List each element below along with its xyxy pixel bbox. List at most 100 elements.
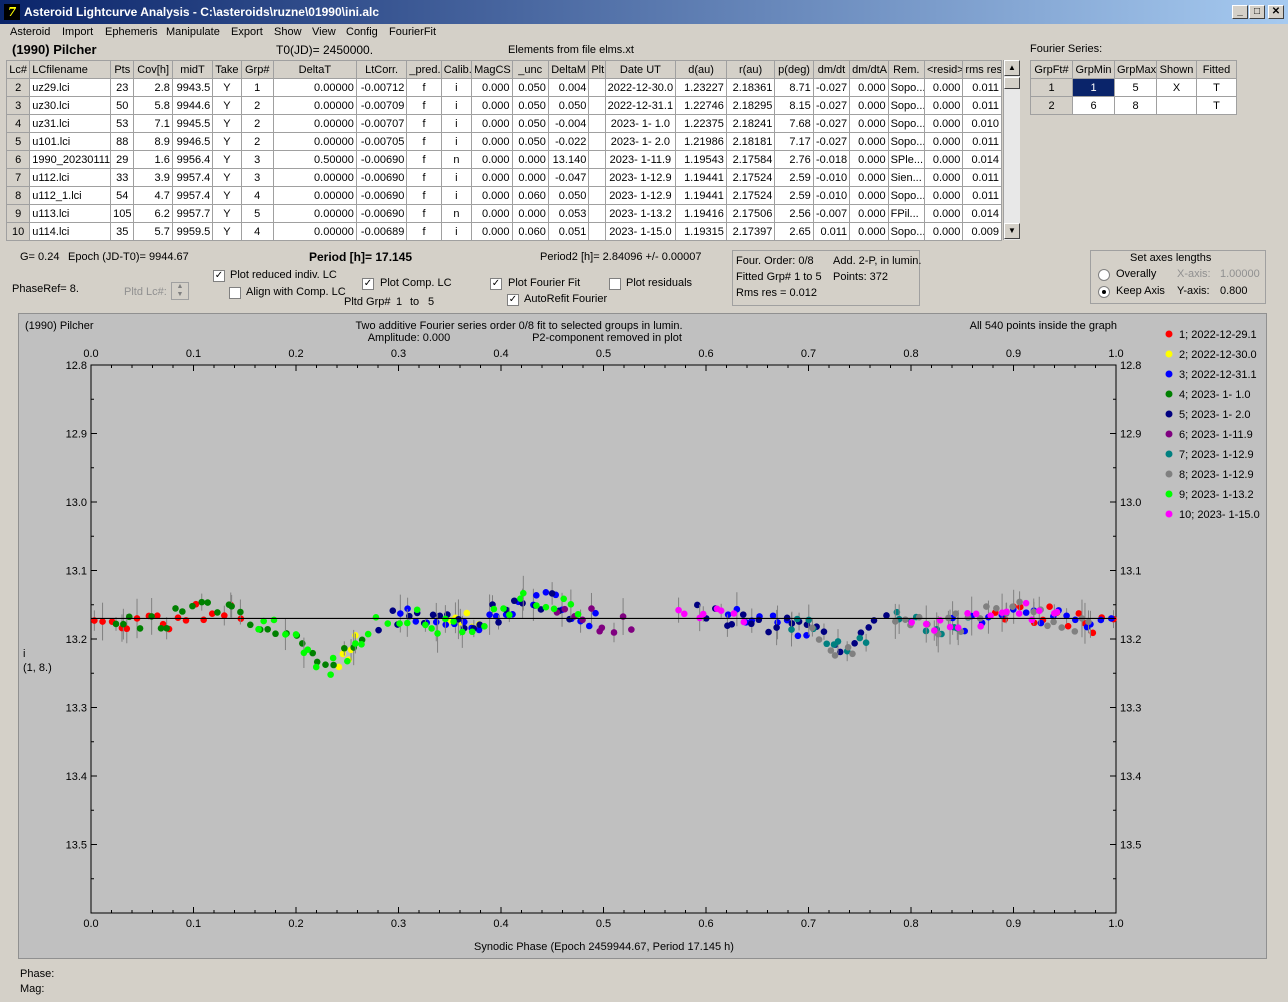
fourier-cell[interactable]: 1	[1030, 78, 1073, 97]
table-cell[interactable]: 4	[5, 114, 31, 133]
table-cell[interactable]: 0.00000	[272, 204, 357, 223]
menu-asteroid[interactable]: Asteroid	[10, 26, 51, 38]
table-cell[interactable]: Y	[212, 168, 242, 187]
table-cell[interactable]: 8	[5, 186, 31, 205]
table-cell[interactable]: 0.053	[547, 204, 590, 223]
table-cell[interactable]: 8.9	[133, 132, 173, 151]
table-cell[interactable]: 0.051	[547, 222, 590, 241]
table-cell[interactable]: 4	[240, 222, 274, 241]
table-cell[interactable]: 2022-12-31.1	[604, 96, 677, 115]
table-cell[interactable]: 0.000	[923, 114, 964, 133]
col-header[interactable]: dm/dt	[812, 60, 851, 79]
lightcurve-table[interactable]: Lc# LCfilename Pts Cov[h] midT Take Grp# DeltaT…	[5, 60, 1002, 241]
table-cell[interactable]: 2	[5, 78, 31, 97]
table-cell[interactable]: 0.000	[849, 150, 889, 169]
scroll-thumb[interactable]	[1004, 77, 1020, 89]
table-cell[interactable]: f	[406, 132, 442, 151]
table-cell[interactable]: 7.17	[774, 132, 814, 151]
table-cell[interactable]: 1.22746	[675, 96, 727, 115]
table-cell[interactable]: 0.000	[471, 96, 513, 115]
scroll-up-button[interactable]: ▲	[1004, 60, 1020, 76]
table-cell[interactable]: 0.000	[849, 78, 889, 97]
table-cell[interactable]: f	[406, 78, 442, 97]
table-cell[interactable]: 29	[110, 150, 135, 169]
close-button[interactable]: ✕	[1268, 5, 1284, 19]
table-cell[interactable]: -0.027	[812, 78, 851, 97]
table-cell[interactable]: 3	[5, 96, 31, 115]
table-cell[interactable]: i	[440, 168, 473, 187]
table-cell[interactable]: 0.000	[471, 222, 513, 241]
lightcurve-chart[interactable]: (1990) Pilcher Two additive Fourier seri…	[19, 314, 1268, 960]
overally-radio[interactable]	[1098, 269, 1110, 281]
table-cell[interactable]: 53	[110, 114, 135, 133]
table-cell[interactable]: i	[440, 222, 473, 241]
table-cell[interactable]: -0.022	[547, 132, 590, 151]
table-cell[interactable]: 2.17584	[725, 150, 776, 169]
maximize-button[interactable]: □	[1249, 5, 1265, 19]
table-cell[interactable]: 0.009	[962, 222, 1002, 241]
app-icon[interactable]: 7	[4, 4, 20, 20]
table-cell[interactable]: f	[406, 168, 442, 187]
scroll-down-button[interactable]: ▼	[1004, 223, 1020, 239]
table-cell[interactable]: -0.00690	[355, 204, 408, 223]
fourier-cell[interactable]: 8	[1114, 96, 1157, 115]
plot-area[interactable]: (1990) Pilcher Two additive Fourier seri…	[18, 313, 1267, 959]
fourier-col-header[interactable]: GrpMax	[1114, 60, 1157, 79]
table-cell[interactable]: 2.18295	[725, 96, 776, 115]
col-header[interactable]: r(au)	[725, 60, 776, 79]
table-cell[interactable]: -0.027	[812, 96, 851, 115]
table-cell[interactable]: 0.050	[547, 96, 590, 115]
table-cell[interactable]: 0.000	[923, 132, 964, 151]
table-cell[interactable]: 1.22375	[675, 114, 727, 133]
fourier-cell[interactable]	[1156, 96, 1197, 115]
table-cell[interactable]	[588, 168, 606, 187]
fourier-cell[interactable]: T	[1196, 78, 1237, 97]
table-cell[interactable]: 5	[5, 132, 31, 151]
table-cell[interactable]: -0.00689	[355, 222, 408, 241]
table-cell[interactable]: 0.00000	[272, 168, 357, 187]
fourier-cell[interactable]: 6	[1072, 96, 1115, 115]
table-cell[interactable]: 2	[240, 96, 274, 115]
table-cell[interactable]: f	[406, 150, 442, 169]
table-cell[interactable]: 0.000	[511, 168, 549, 187]
table-cell[interactable]: Sopo...	[887, 222, 925, 241]
table-cell[interactable]: -0.010	[812, 186, 851, 205]
table-row[interactable]: 2 uz29.lci 23 2.8 9943.5 Y 1 0.00000 -0.00712 f i 0…	[5, 78, 1002, 97]
menu-export[interactable]: Export	[231, 26, 263, 38]
table-cell[interactable]: 9946.5	[171, 132, 214, 151]
table-cell[interactable]: 0.00000	[272, 132, 357, 151]
table-cell[interactable]: 0.000	[471, 186, 513, 205]
table-cell[interactable]: 9959.5	[171, 222, 214, 241]
autorefit-checkbox[interactable]: ✓	[507, 294, 519, 306]
table-cell[interactable]: 3	[240, 150, 274, 169]
table-cell[interactable]: Y	[212, 186, 242, 205]
table-cell[interactable]: Y	[212, 132, 242, 151]
col-header[interactable]: Plt	[588, 60, 606, 79]
fourier-col-header[interactable]: Fitted	[1196, 60, 1237, 79]
table-cell[interactable]: 1990_20230111	[29, 150, 112, 169]
table-cell[interactable]: 1.19543	[675, 150, 727, 169]
table-cell[interactable]: 0.000	[471, 150, 513, 169]
table-cell[interactable]: 2.76	[774, 150, 814, 169]
table-cell[interactable]: 2023- 1-11.9	[604, 150, 677, 169]
table-cell[interactable]: u112.lci	[29, 168, 112, 187]
table-cell[interactable]: 0.050	[511, 132, 549, 151]
table-cell[interactable]: 9956.4	[171, 150, 214, 169]
table-cell[interactable]: 88	[110, 132, 135, 151]
table-cell[interactable]: 0.000	[471, 132, 513, 151]
table-cell[interactable]: -0.007	[812, 204, 851, 223]
fourier-cell[interactable]: 1	[1072, 78, 1115, 97]
table-cell[interactable]: 3	[240, 168, 274, 187]
table-cell[interactable]: -0.027	[812, 114, 851, 133]
col-header[interactable]: <resid>	[923, 60, 964, 79]
table-cell[interactable]: Sopo...	[887, 96, 925, 115]
table-cell[interactable]: 1.19315	[675, 222, 727, 241]
table-cell[interactable]: 2023- 1-12.9	[604, 186, 677, 205]
pltd-lc-spinner[interactable]: ▲ ▼	[171, 282, 189, 300]
col-header[interactable]: MagCS	[471, 60, 513, 79]
table-cell[interactable]: 2023- 1- 2.0	[604, 132, 677, 151]
fourier-col-header[interactable]: Shown	[1156, 60, 1197, 79]
table-cell[interactable]: f	[406, 204, 442, 223]
table-cell[interactable]: 13.140	[547, 150, 590, 169]
plot-fourier-checkbox[interactable]: ✓	[490, 278, 502, 290]
